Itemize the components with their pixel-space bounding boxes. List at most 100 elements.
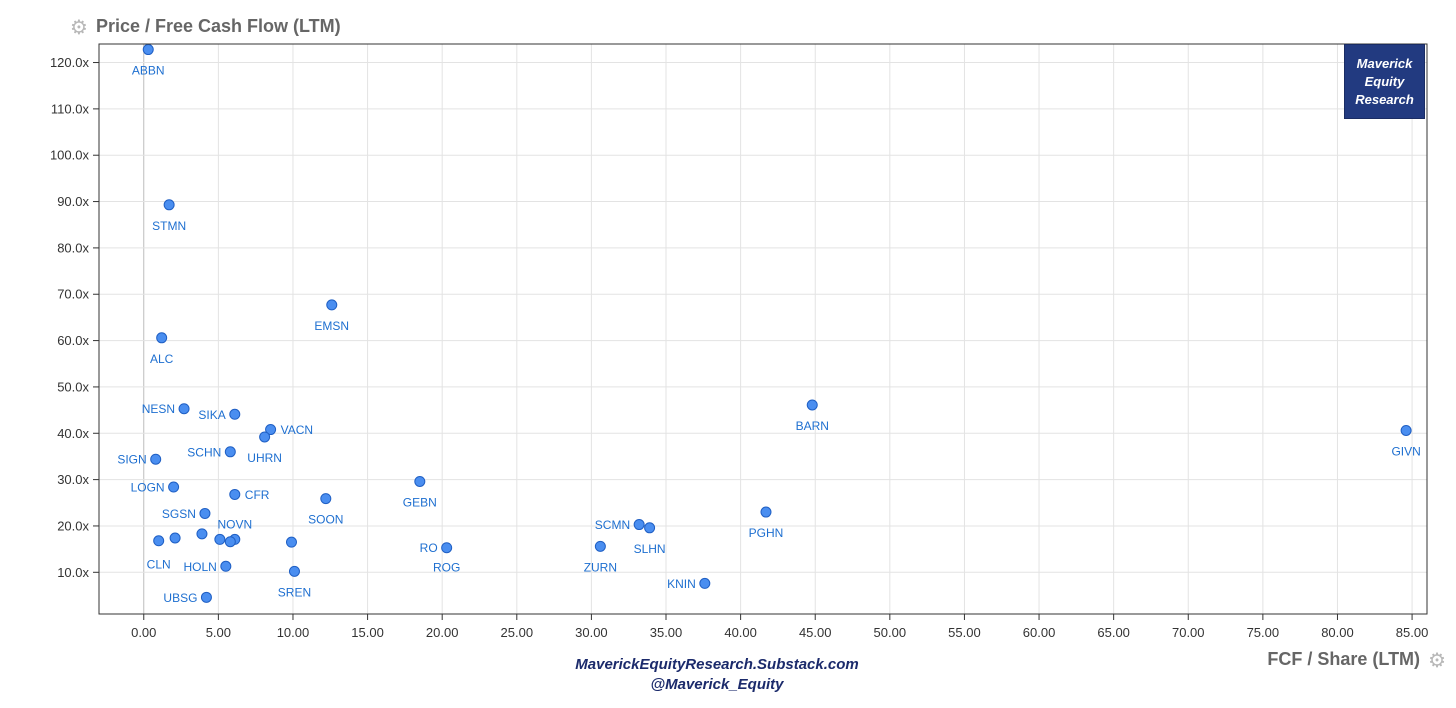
y-tick-label: 100.0x — [50, 148, 90, 163]
data-point-label: GIVN — [1391, 444, 1420, 458]
data-point-label: CLN — [147, 557, 171, 571]
x-tick-label: 15.00 — [351, 625, 384, 640]
y-tick-label: 60.0x — [57, 333, 89, 348]
x-tick-label: 55.00 — [948, 625, 981, 640]
data-point[interactable] — [644, 522, 656, 534]
data-point[interactable] — [196, 528, 208, 540]
data-point[interactable] — [169, 532, 181, 544]
data-point-label: ALC — [150, 352, 174, 366]
data-point-label: RO — [420, 541, 438, 555]
data-point-label: LOGN — [131, 481, 165, 495]
data-point[interactable] — [594, 540, 606, 552]
x-tick-label: 35.00 — [650, 625, 683, 640]
x-tick-label: 10.00 — [277, 625, 310, 640]
data-point-label: SCHN — [187, 445, 221, 459]
plot-background — [99, 44, 1427, 614]
data-point[interactable] — [633, 519, 645, 531]
data-point-label: SREN — [278, 585, 311, 599]
x-tick-label: 30.00 — [575, 625, 608, 640]
x-tick-label: 65.00 — [1097, 625, 1130, 640]
brand-line-3: Research — [1355, 91, 1414, 107]
data-point-label: HOLN — [183, 560, 216, 574]
x-tick-label: 70.00 — [1172, 625, 1205, 640]
data-point[interactable] — [168, 481, 180, 493]
data-point[interactable] — [214, 533, 226, 545]
y-tick-label: 20.0x — [57, 518, 89, 533]
brand-line-2: Equity — [1364, 73, 1405, 89]
data-point-label: KNIN — [667, 577, 696, 591]
credits-handle: @Maverick_Equity — [650, 676, 784, 693]
x-tick-label: 85.00 — [1396, 625, 1429, 640]
y-tick-label: 50.0x — [57, 379, 89, 394]
data-point[interactable] — [156, 332, 168, 344]
gear-icon[interactable]: ⚙ — [70, 14, 88, 39]
x-tick-label: 0.00 — [131, 625, 156, 640]
data-point[interactable] — [220, 560, 232, 572]
data-point[interactable] — [288, 565, 300, 577]
data-point-label: SIKA — [198, 408, 225, 422]
data-point-label: SGSN — [162, 507, 196, 521]
y-tick-label: 70.0x — [57, 287, 89, 302]
data-point-label: ABBN — [132, 64, 165, 78]
data-point-label: UHRN — [247, 451, 282, 465]
data-point[interactable] — [142, 44, 154, 56]
chart-title-area: ⚙ Price / Free Cash Flow (LTM) — [70, 16, 341, 37]
data-point[interactable] — [224, 536, 236, 548]
chart-title: Price / Free Cash Flow (LTM) — [95, 16, 341, 36]
data-point[interactable] — [285, 536, 297, 548]
data-point-label: GEBN — [403, 495, 437, 509]
data-point[interactable] — [229, 408, 241, 420]
data-point-label: PGHN — [749, 526, 784, 540]
x-axis-title-area: FCF / Share (LTM) ⚙ — [1267, 649, 1446, 670]
data-point-label: NOVN — [217, 517, 252, 531]
data-point-label: SCMN — [595, 518, 630, 532]
data-points: ABBN STMN EMSN ALC NESN SIKA VACN UHRN SCHN SIGN L… — [117, 44, 1421, 605]
x-tick-label: 20.00 — [426, 625, 459, 640]
data-point[interactable] — [414, 475, 426, 487]
y-tick-label: 90.0x — [57, 194, 89, 209]
data-point-label: SLHN — [634, 542, 666, 556]
data-point[interactable] — [153, 535, 165, 547]
gear-icon[interactable]: ⚙ — [1428, 647, 1446, 672]
y-tick-label: 30.0x — [57, 472, 89, 487]
data-point-label: ZURN — [584, 560, 617, 574]
data-point[interactable] — [760, 506, 772, 518]
data-point[interactable] — [326, 299, 338, 311]
data-point-label: SOON — [308, 513, 343, 527]
data-point[interactable] — [224, 446, 236, 458]
data-point[interactable] — [163, 199, 175, 211]
data-point-label: SIGN — [117, 453, 146, 467]
tick-labels: 0.00 5.00 10.00 15.00 20.00 25.00 30.00 35.00 40… — [50, 55, 1428, 640]
data-point[interactable] — [806, 399, 818, 411]
data-point-label: UBSG — [163, 591, 197, 605]
y-tick-label: 80.0x — [57, 240, 89, 255]
brand-logo: Maverick Equity Research — [1345, 45, 1424, 118]
x-axis-title: FCF / Share (LTM) — [1267, 649, 1421, 669]
data-point-label: BARN — [796, 419, 829, 433]
data-point[interactable] — [441, 542, 453, 554]
credits-website: MaverickEquityResearch.Substack.com — [575, 656, 859, 673]
data-point-label: EMSN — [314, 319, 349, 333]
data-point-label: CFR — [245, 488, 270, 502]
x-tick-label: 40.00 — [724, 625, 757, 640]
x-tick-label: 80.00 — [1321, 625, 1354, 640]
plot-border — [98, 43, 1428, 615]
data-point-label: ROG — [433, 561, 460, 575]
data-point[interactable] — [265, 424, 277, 436]
x-tick-label: 50.00 — [874, 625, 907, 640]
y-tick-label: 120.0x — [50, 55, 90, 70]
data-point-label: VACN — [281, 423, 313, 437]
data-point[interactable] — [229, 488, 241, 500]
data-point[interactable] — [259, 431, 271, 443]
data-point[interactable] — [699, 577, 711, 589]
data-point-label: STMN — [152, 219, 186, 233]
data-point[interactable] — [200, 591, 212, 603]
data-point[interactable] — [178, 403, 190, 415]
data-point[interactable] — [320, 493, 332, 505]
brand-line-1: Maverick — [1356, 55, 1413, 71]
y-tick-label: 40.0x — [57, 426, 89, 441]
data-point[interactable] — [199, 507, 211, 519]
data-point[interactable] — [150, 453, 162, 465]
data-point[interactable] — [1400, 424, 1412, 436]
